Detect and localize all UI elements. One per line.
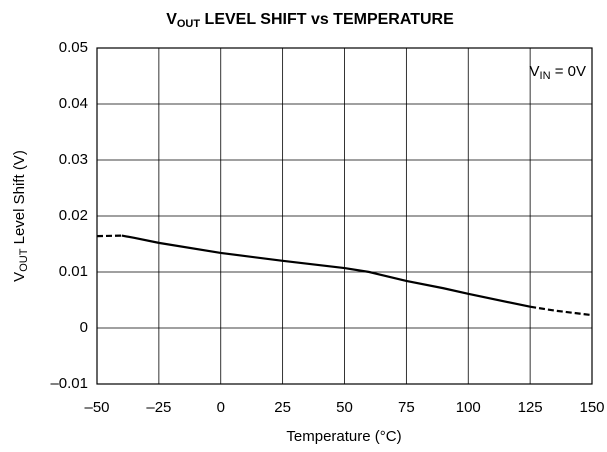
annotation-part: V: [530, 63, 540, 80]
ylabel-sub: OUT: [18, 248, 30, 272]
annotation-part: = 0V: [551, 63, 586, 80]
plot-frame: [96, 47, 593, 385]
ylabel-part: Level Shift (V): [11, 150, 28, 248]
x-tick-label: 0: [217, 399, 225, 416]
annotation-sub: IN: [540, 70, 551, 82]
y-axis-label: VOUT Level Shift (V): [11, 150, 30, 282]
x-axis-label: Temperature (°C): [286, 428, 401, 445]
x-tick-label: 125: [518, 399, 543, 416]
y-tick-label: 0.03: [59, 151, 88, 168]
x-tick-label: 150: [579, 399, 604, 416]
y-tick-label: 0.02: [59, 207, 88, 224]
y-tick-label: –0.01: [50, 375, 88, 392]
data-line: [121, 234, 531, 308]
data-line: [529, 305, 593, 317]
ylabel-part: V: [11, 272, 28, 282]
data-line: [96, 234, 122, 238]
y-tick-label: 0: [80, 319, 88, 336]
x-tick-label: –25: [146, 399, 171, 416]
annotation: VIN = 0V: [530, 63, 586, 82]
title-sub: OUT: [177, 18, 201, 30]
y-tick-label: 0.05: [59, 39, 88, 56]
x-tick-label: –50: [84, 399, 109, 416]
chart-title: VOUT LEVEL SHIFT vs TEMPERATURE: [166, 11, 454, 30]
x-tick-label: 100: [456, 399, 481, 416]
x-tick-label: 50: [336, 399, 353, 416]
title-part: V: [166, 11, 177, 28]
y-tick-label: 0.04: [59, 95, 88, 112]
title-part: LEVEL SHIFT vs TEMPERATURE: [200, 11, 454, 28]
x-tick-label: 25: [274, 399, 291, 416]
x-tick-label: 75: [398, 399, 415, 416]
y-tick-label: 0.01: [59, 263, 88, 280]
